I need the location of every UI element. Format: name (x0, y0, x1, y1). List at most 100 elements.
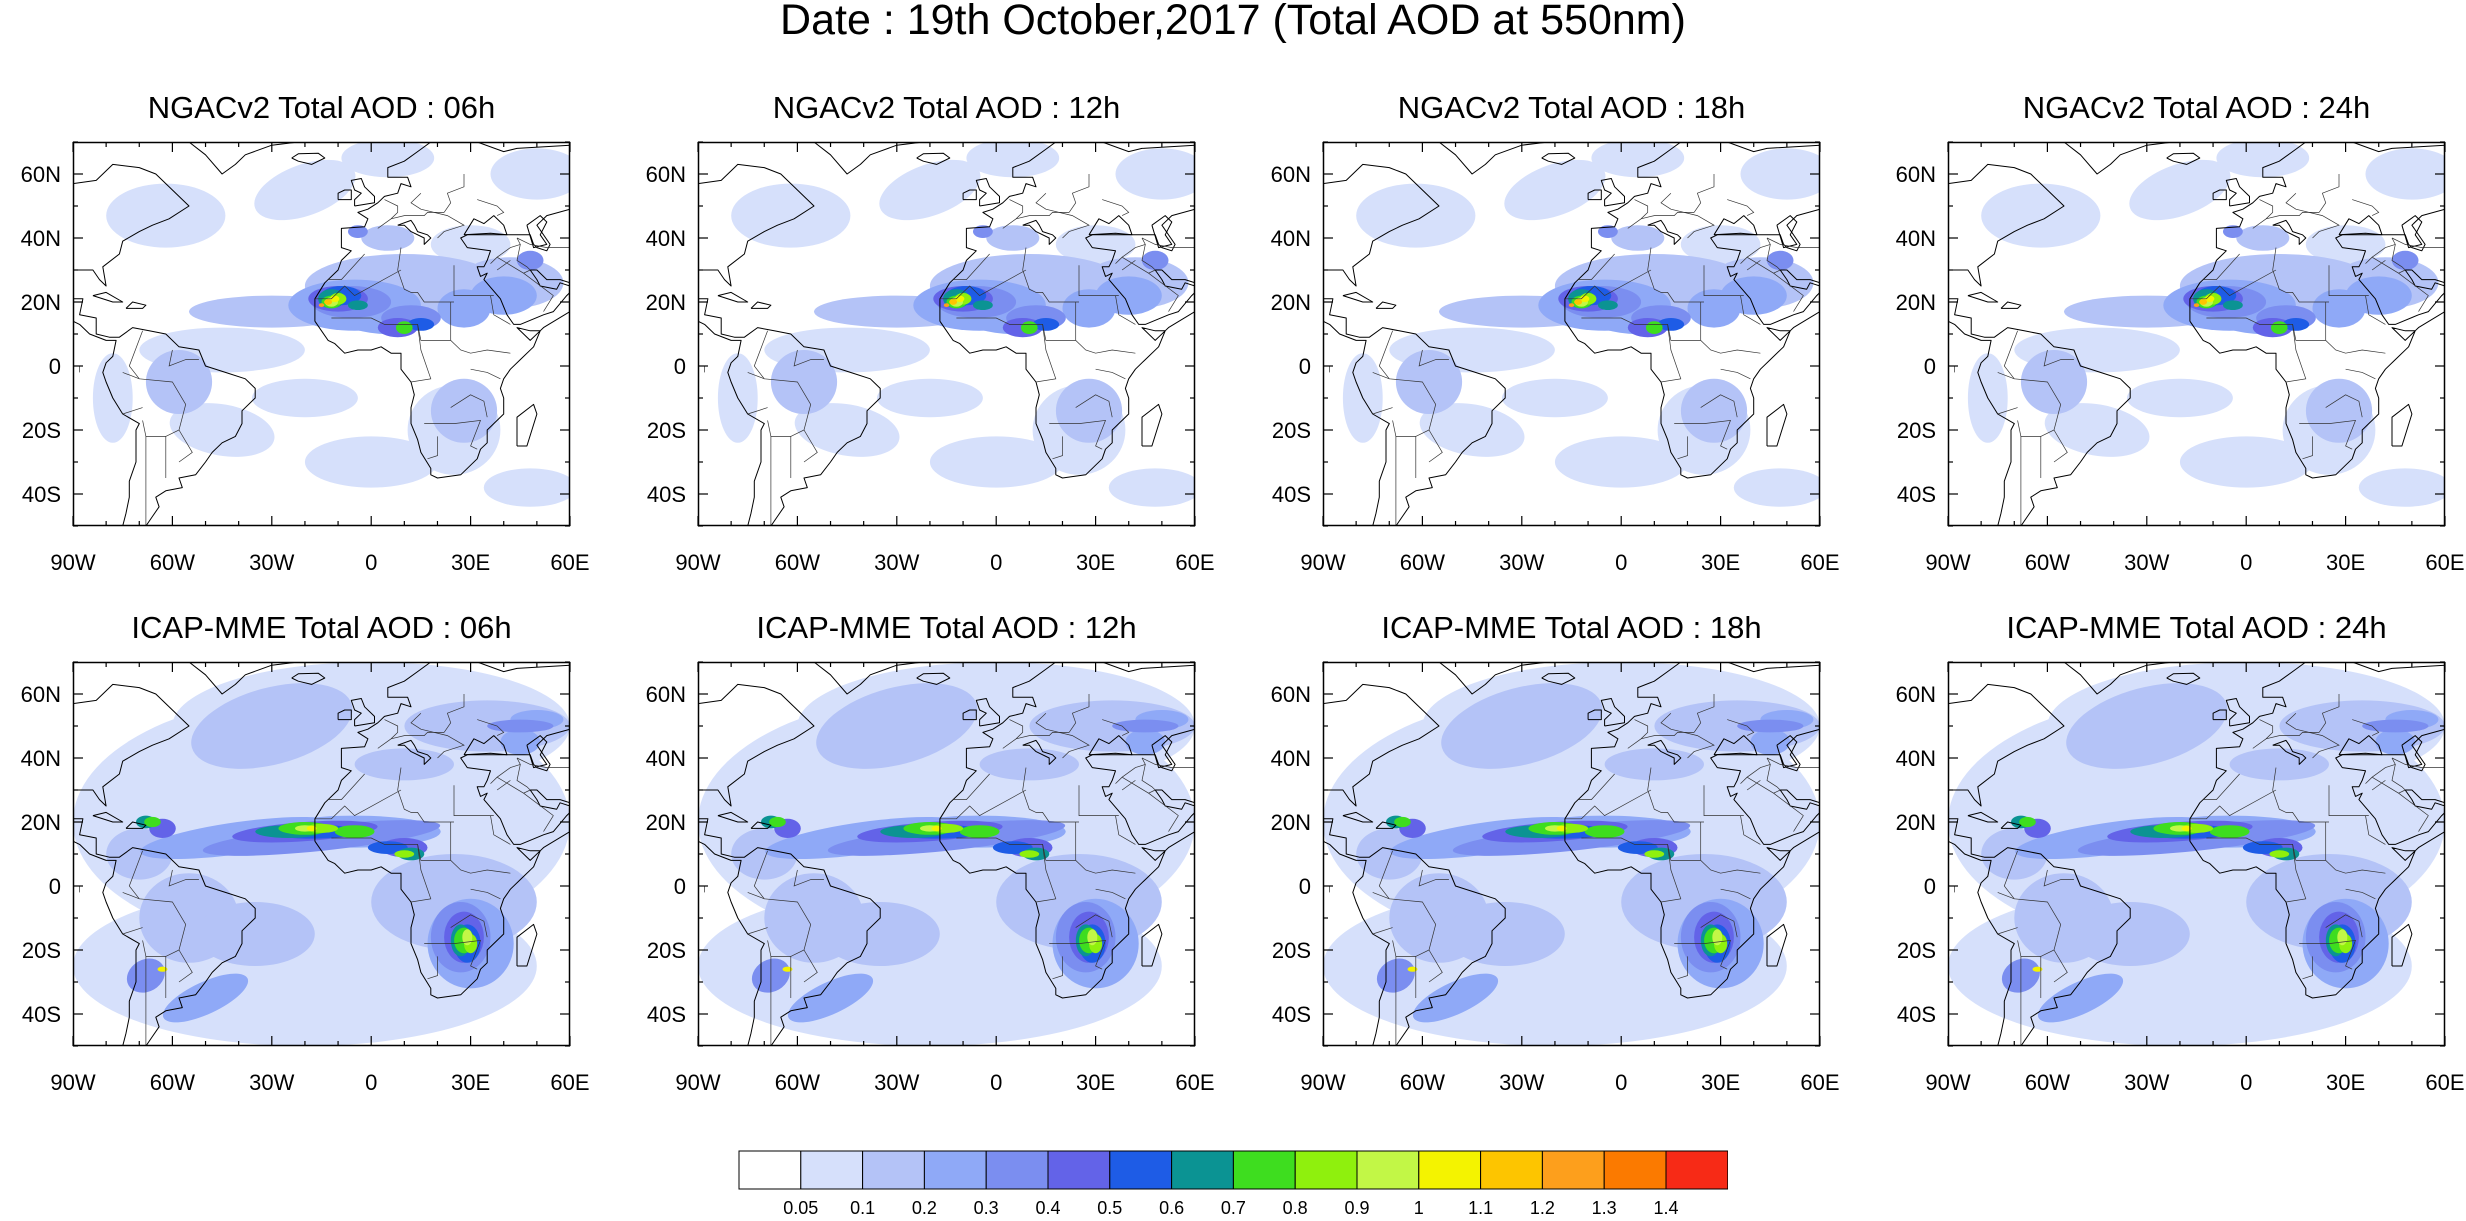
colorbar-label: 0.3 (974, 1198, 999, 1218)
coastline (397, 739, 432, 765)
aod-blob (1112, 719, 1179, 733)
aod-blob (2181, 825, 2192, 831)
country-border (1674, 939, 1732, 970)
country-border (1035, 712, 1090, 759)
colorbar-label: 0.6 (1159, 1198, 1184, 1218)
aod-blob (973, 300, 993, 310)
aod-field (73, 142, 570, 526)
coastline (2272, 219, 2307, 245)
lat-tick-label: 20S (1272, 418, 1311, 443)
axis-ticks (697, 661, 1196, 1047)
country-border (1700, 914, 1738, 938)
country-border (1049, 419, 1107, 450)
coastline (2338, 735, 2383, 756)
coastline (1151, 215, 1173, 249)
country-border (1997, 372, 2015, 380)
coastline (1967, 291, 1999, 303)
coastline (1541, 672, 1576, 685)
country-border (2365, 757, 2396, 784)
coastline (314, 142, 570, 479)
lat-tick-label: 20S (647, 938, 686, 963)
aod-blob (162, 973, 249, 1023)
country-border (939, 789, 1027, 820)
country-border (1102, 199, 1130, 216)
lon-tick-label: 60E (550, 1070, 589, 1095)
lat-tick-label: 20N (1271, 290, 1311, 315)
country-border (1740, 295, 1761, 325)
aod-blob (334, 825, 375, 838)
aod-blob (2223, 300, 2243, 310)
aod-blob (787, 973, 874, 1023)
lon-tick-label: 60E (2425, 1070, 2464, 1095)
aod-blob (157, 966, 168, 972)
country-border (1372, 927, 1393, 935)
coastline (698, 298, 881, 526)
coastline (291, 152, 326, 165)
coastline (939, 142, 1195, 479)
country-border (450, 914, 488, 938)
country-border (1677, 436, 1688, 460)
axis-ticks (1947, 141, 2446, 527)
country-border (2391, 764, 2406, 791)
colorbar-swatch (923, 1150, 987, 1190)
country-border (2318, 694, 2340, 733)
lat-tick-label: 60N (1896, 682, 1936, 707)
lon-tick-label: 60E (2425, 550, 2464, 575)
lat-tick-label: 40N (646, 746, 686, 771)
country-border (470, 368, 501, 380)
lon-tick-label: 60W (1400, 550, 1445, 575)
country-border (747, 372, 765, 380)
aod-blob (1598, 225, 1618, 238)
aod-blob (1687, 289, 1741, 328)
country-border (178, 429, 193, 463)
aod-blob (931, 825, 942, 831)
country-border (2053, 429, 2068, 463)
country-border (397, 247, 454, 303)
country-border (328, 253, 365, 280)
aod-blob (354, 748, 454, 781)
country-border (1766, 757, 1820, 768)
country-border (2266, 212, 2320, 220)
aod-blob (2305, 378, 2373, 443)
country-border (2285, 712, 2340, 759)
coastline (397, 219, 432, 245)
lon-tick-label: 0 (1615, 1070, 1627, 1095)
panel-title: ICAP-MME Total AOD : 18h (1381, 610, 1762, 645)
country-border (410, 712, 465, 759)
colorbar-swatch (1047, 1150, 1111, 1190)
coastline (2225, 698, 2250, 727)
country-border (2189, 789, 2277, 820)
lat-tick-label: 20S (1897, 418, 1936, 443)
country-border (1068, 174, 1090, 213)
aod-blob (820, 902, 940, 966)
coastline (2272, 739, 2307, 765)
country-border (1581, 317, 1761, 354)
aod-blob (341, 142, 435, 178)
aod-blob (2032, 966, 2043, 972)
aod-blob (145, 350, 213, 414)
country-border (2318, 174, 2340, 213)
aod-blob (1021, 321, 1038, 334)
coastline (125, 821, 147, 829)
lat-tick-label: 40N (21, 746, 61, 771)
aod-blob (1740, 148, 1820, 200)
country-border (1002, 199, 1024, 229)
aod-blob (490, 148, 570, 200)
country-border (543, 295, 554, 312)
aod-blob (816, 683, 978, 769)
aod-blob (2271, 321, 2288, 334)
country-border (1016, 732, 1070, 740)
lat-tick-label: 60N (21, 162, 61, 187)
coastline (1587, 189, 1602, 201)
aod-blob (1125, 729, 1166, 755)
coastline (698, 818, 881, 1046)
coastline (1141, 923, 1163, 967)
coastline (1647, 219, 1682, 245)
coastline (1323, 298, 1506, 526)
colorbar-label: 0.5 (1097, 1198, 1122, 1218)
country-border (128, 850, 187, 957)
lat-tick-label: 40S (1272, 1002, 1311, 1027)
colorbar-swatch (1232, 1150, 1296, 1190)
aod-blob (949, 299, 958, 305)
aod-blob (769, 816, 786, 828)
